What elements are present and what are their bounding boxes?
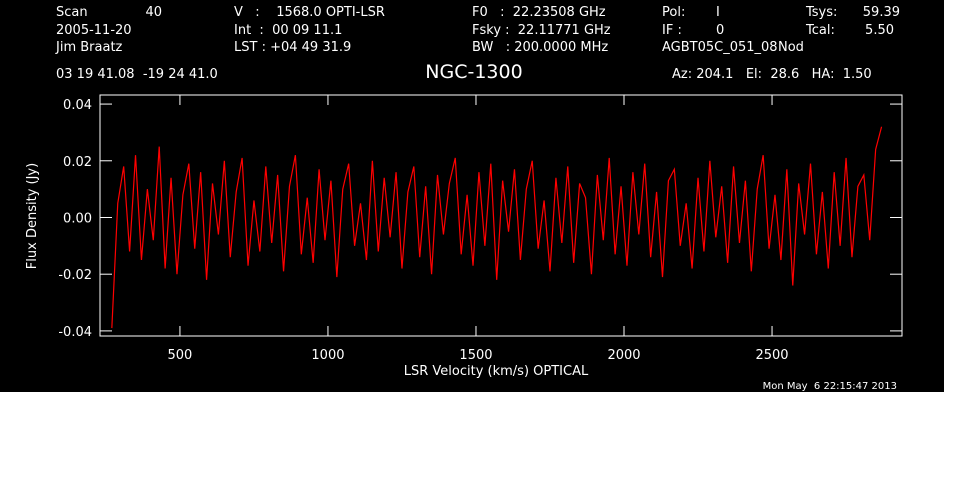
annotation: I [716, 5, 720, 20]
annotation: Jim Braatz [55, 40, 123, 55]
annotation: LST : +04 49 31.9 [234, 40, 351, 55]
annotation: Scan [56, 5, 88, 20]
y-axis-label: Flux Density (Jy) [25, 163, 40, 269]
annotation: 03 19 41.08 -19 24 41.0 [56, 67, 218, 82]
annotation: 40 [145, 5, 162, 20]
annotation: Fsky : 22.11771 GHz [472, 23, 611, 38]
annotation: AGBT05C_051_08 [662, 40, 778, 55]
background [0, 0, 944, 392]
chart-title: NGC-1300 [425, 61, 522, 83]
spectrum-line [111, 126, 883, 329]
plot-frame [99, 94, 903, 337]
x-tick-label: 1000 [311, 348, 344, 363]
annotation: V : 1568.0 OPTI-LSR [234, 5, 385, 20]
x-tick-label: 1500 [459, 348, 492, 363]
annotation: Az: 204.1 El: 28.6 HA: 1.50 [672, 67, 872, 82]
x-axis-label: LSR Velocity (km/s) OPTICAL [404, 364, 589, 379]
annotation: Int : 00 09 11.1 [234, 23, 342, 38]
y-tick-label: 0.02 [63, 155, 92, 170]
annotation: 59.39 [863, 5, 900, 20]
annotation: Mon May 6 22:15:47 2013 [763, 381, 897, 392]
annotation: F0 : 22.23508 GHz [472, 5, 606, 20]
annotation: IF : [662, 23, 682, 38]
annotation: 5.50 [865, 23, 894, 38]
y-tick-label: -0.02 [58, 268, 92, 283]
x-tick-label: 2500 [755, 348, 788, 363]
annotation: 2005-11-20 [56, 23, 132, 38]
x-tick-label: 2000 [607, 348, 640, 363]
header: Scan 40 2005-11-20 Jim Braatz 03 19 41.08 -1… [55, 5, 900, 392]
annotation: Pol: [662, 5, 685, 20]
annotation: Nod [778, 40, 804, 55]
annotation: 0 [716, 23, 724, 38]
annotation: Tcal: [805, 23, 835, 38]
annotation: BW : 200.0000 MHz [472, 40, 608, 55]
y-tick-label: 0.04 [63, 98, 92, 113]
y-tick-label: -0.04 [58, 325, 92, 340]
y-tick-label: 0.00 [63, 211, 92, 226]
annotation: Tsys: [805, 5, 837, 20]
x-tick-label: 500 [168, 348, 193, 363]
